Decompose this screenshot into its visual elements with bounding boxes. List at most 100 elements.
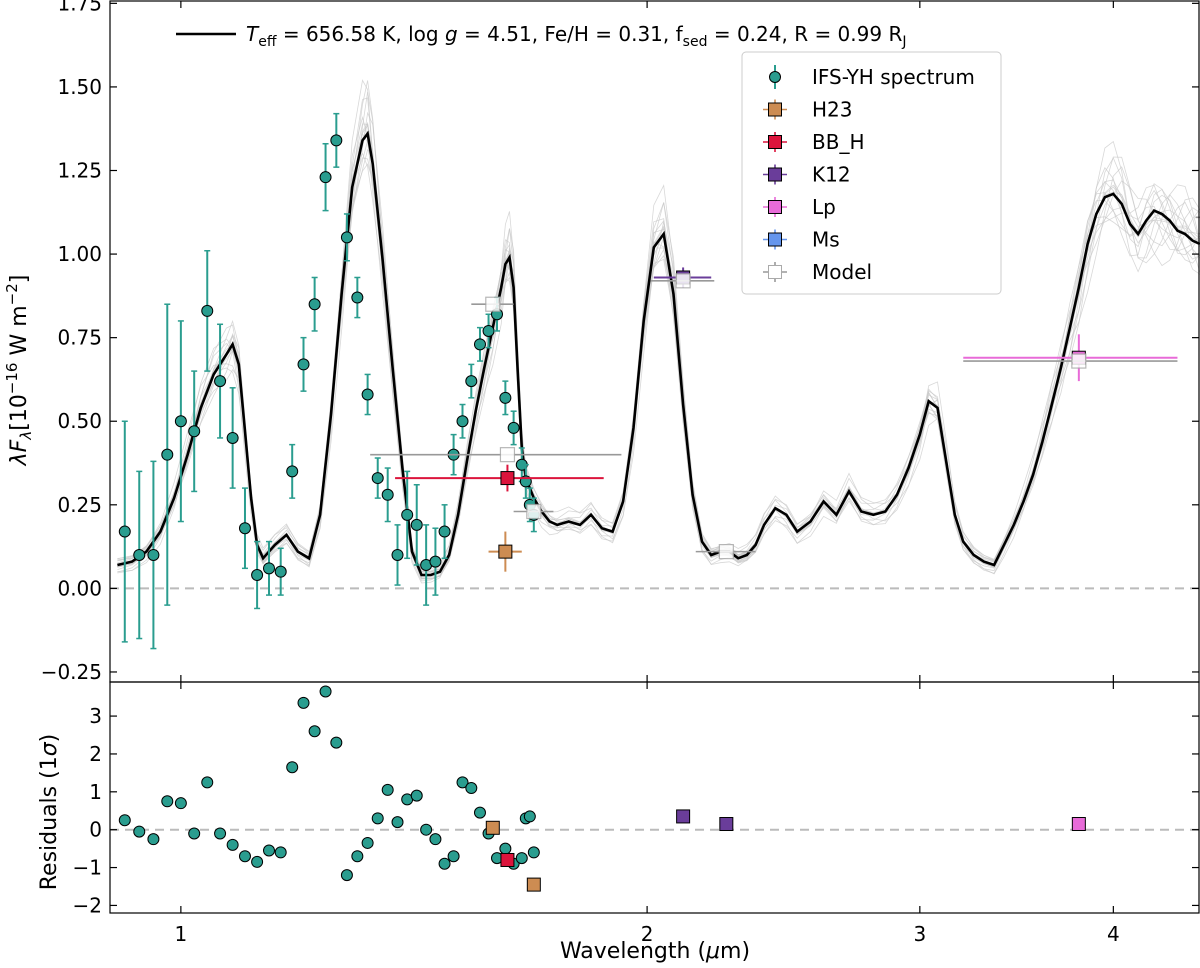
model-sample-line: [117, 132, 1200, 576]
tick-label: −0.25: [41, 660, 102, 684]
residual-point: [420, 823, 433, 836]
legend-marker: [768, 167, 782, 182]
residual-point: [118, 814, 131, 827]
residual-point: [133, 825, 146, 838]
legend-marker: [769, 71, 781, 83]
spectrum-point: [308, 298, 321, 311]
spectrum-point: [401, 508, 414, 521]
residual-point: [340, 869, 353, 882]
residual-point: [351, 850, 364, 863]
residual-point: [499, 842, 512, 855]
photometry-point-bb_h: [500, 471, 515, 486]
model-photometry-point: [499, 447, 516, 463]
legend-label: Lp: [812, 195, 836, 219]
spectrum-point: [351, 291, 364, 304]
tick-label: 1.50: [57, 75, 102, 99]
spectrum-plot-frame: [109, 0, 1200, 683]
residual-point: [308, 725, 321, 738]
legend-marker: [768, 200, 782, 214]
residual-point: [361, 836, 374, 849]
tick-label: 3: [913, 922, 926, 946]
legend-label: K12: [812, 163, 851, 187]
residual-photometry-bb_h: [500, 852, 515, 867]
model-parameters-label: Teff = 656.58 K, log g = 4.51, Fe/H = 0.…: [176, 22, 906, 50]
spectrum-point: [147, 548, 160, 561]
model-sample-line: [117, 152, 1200, 580]
residual-photometry-h23: [485, 820, 500, 835]
spectrum-point: [188, 425, 201, 438]
spectrum-point: [340, 231, 353, 244]
model-photometry-point: [526, 503, 542, 520]
spectrum-point: [263, 562, 276, 575]
legend-marker: [768, 232, 782, 247]
spectrum-y-axis-label: λFλ[10−16 W m−2]: [3, 275, 35, 467]
model-sample-line: [117, 80, 1200, 571]
best-fit-model-line: [117, 130, 1200, 577]
spectrum-point: [161, 448, 174, 461]
spectrum-y-ticks: −0.25 0.00 0.25 0.50 0.75 1.00 1.25 1.50 1.75: [41, 0, 1199, 684]
tick-label: 0.25: [57, 493, 102, 517]
spectrum-point: [391, 548, 404, 561]
residual-point: [465, 782, 478, 795]
legend-label: H23: [812, 98, 853, 122]
residuals-y-axis-label: Residuals (1σ): [37, 734, 62, 891]
tick-label: 0.75: [57, 326, 102, 350]
spectrum-point: [297, 358, 310, 371]
residual-point: [201, 776, 214, 789]
residual-photometry-k12: [719, 817, 734, 832]
photometry-point-h23: [498, 544, 513, 559]
residuals-plot-frame: [109, 681, 1200, 914]
residual-point: [456, 776, 469, 789]
tick-label: 0.50: [57, 409, 102, 433]
model-photometry-points: [370, 216, 1200, 560]
spectrum-point: [214, 375, 227, 388]
spectrum-point: [174, 415, 187, 428]
residual-point: [214, 827, 227, 840]
residual-point: [188, 827, 201, 840]
residual-point: [238, 850, 251, 863]
residual-point: [147, 833, 160, 846]
spectrum-point: [274, 565, 287, 578]
residual-point: [297, 696, 310, 709]
spectrum-point: [238, 522, 251, 535]
tick-label: 1.75: [57, 0, 102, 15]
residual-point: [447, 850, 460, 863]
residual-point: [319, 685, 332, 698]
model-photometry-point: [1071, 353, 1087, 369]
spectrum-point: [438, 525, 451, 538]
spectrum-point: [133, 548, 146, 561]
model-sample-line: [117, 91, 1200, 584]
residual-point: [226, 838, 239, 851]
residual-point: [161, 795, 174, 808]
residual-point: [391, 816, 404, 829]
legend-label: Ms: [812, 228, 840, 252]
model-sample-line: [117, 163, 1200, 580]
tick-label: 0.00: [57, 576, 102, 600]
model-sample-line: [117, 115, 1200, 580]
legend-box: [741, 51, 1002, 295]
spectrum-point: [330, 134, 343, 147]
residual-point: [527, 846, 540, 859]
spectrum-point: [201, 304, 214, 317]
model-sample-line: [117, 124, 1200, 577]
spectrum-point: [429, 555, 442, 568]
residuals-y-ticks: −2 −1 0 1 2 3: [73, 704, 1199, 917]
tick-label: 0: [89, 818, 102, 842]
tick-label: −2: [73, 893, 102, 917]
tick-label: 1: [175, 922, 188, 946]
model-sample-line: [117, 79, 1200, 569]
tick-label: 3: [89, 704, 102, 728]
residual-points: [118, 685, 1086, 892]
model-sample-line: [117, 111, 1200, 572]
residual-point: [251, 855, 264, 868]
model-label-text: Teff = 656.58 K, log g = 4.51, Fe/H = 0.…: [246, 22, 906, 50]
residual-point: [274, 846, 287, 859]
spectrum-point: [381, 488, 394, 501]
model-sample-line: [117, 97, 1200, 582]
legend-label: Model: [812, 260, 872, 284]
spectrum-point: [499, 391, 512, 404]
model-photometry-point: [718, 544, 734, 560]
model-sample-line: [117, 139, 1200, 579]
model-sample-line: [117, 130, 1200, 576]
